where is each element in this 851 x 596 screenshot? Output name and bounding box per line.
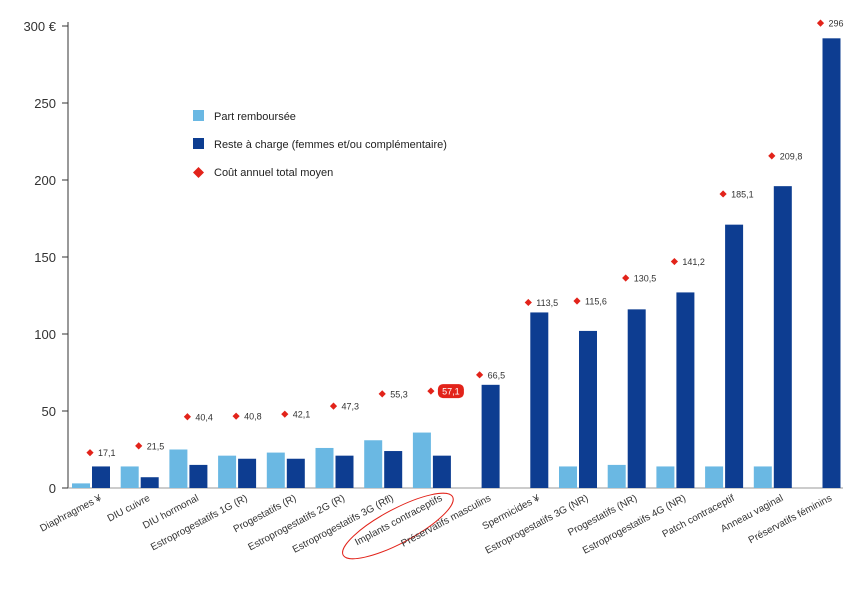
bar-reste-a-charge	[725, 224, 744, 488]
category-highlight-ellipse	[342, 492, 454, 560]
y-tick-label: 50	[42, 404, 56, 419]
total-marker	[135, 442, 143, 450]
total-markers: 17,1 21,5 40,4 40,8 42,1 47,3 55,3 57,1 66,5 113,…	[86, 19, 844, 458]
total-marker	[622, 274, 630, 282]
total-label: 40,8	[244, 412, 262, 422]
total-marker	[232, 412, 240, 420]
total-marker	[573, 297, 581, 305]
bar-part-remboursee	[753, 466, 772, 488]
legend-label-reimbursed: Part remboursée	[214, 111, 296, 123]
bar-part-remboursee	[559, 466, 577, 488]
bar-part-remboursee	[412, 432, 431, 488]
bar-reste-a-charge	[822, 38, 841, 488]
legend-swatch-remaining	[193, 138, 204, 149]
y-tick-label: 100	[34, 327, 56, 342]
total-label: 40,4	[195, 412, 213, 422]
total-label: 42,1	[293, 410, 311, 420]
bar-reste-a-charge	[384, 451, 403, 488]
total-marker	[524, 298, 532, 307]
category-label: Préservatifs masculins	[400, 493, 493, 550]
total-marker	[816, 19, 825, 27]
legend-label-total: Coût annuel total moyen	[214, 167, 333, 179]
total-marker	[329, 402, 338, 410]
category-label: Diaphragmes ¥	[38, 493, 103, 535]
total-label: 57,1	[442, 387, 460, 397]
bar-part-remboursee	[705, 466, 724, 488]
total-label: 17,1	[98, 448, 116, 458]
total-label: 47,3	[342, 402, 360, 412]
y-tick-label: 0	[49, 481, 56, 496]
bar-reste-a-charge	[530, 312, 549, 488]
total-marker	[476, 371, 484, 379]
legend-label-remaining: Reste à charge (femmes et/ou complémenta…	[214, 139, 447, 151]
total-marker	[768, 152, 776, 160]
total-label: 141,2	[682, 257, 705, 267]
y-tick-label: 250	[34, 96, 56, 111]
total-label: 296	[829, 19, 844, 29]
total-label: 130,5	[634, 274, 657, 284]
bar-reste-a-charge	[286, 458, 305, 488]
bar-reste-a-charge	[627, 309, 646, 488]
bar-reste-a-charge	[140, 477, 159, 488]
y-tick-label: 200	[34, 173, 56, 188]
legend: Part remboursée Reste à charge (femmes e…	[193, 110, 447, 179]
bar-part-remboursee	[218, 455, 237, 488]
bars	[72, 38, 841, 488]
bar-part-remboursee	[607, 464, 626, 488]
bar-reste-a-charge	[481, 384, 500, 488]
total-label: 113,5	[536, 298, 558, 308]
total-highlight-badge	[437, 384, 464, 399]
total-marker	[670, 257, 678, 266]
total-marker	[378, 390, 386, 398]
bar-part-remboursee	[364, 440, 383, 488]
bar-part-remboursee	[315, 447, 334, 488]
total-label: 55,3	[390, 389, 408, 399]
total-label: 66,5	[488, 370, 506, 380]
y-tick-label: 150	[34, 250, 56, 265]
legend-swatch-reimbursed	[193, 110, 204, 121]
bar-reste-a-charge	[238, 458, 257, 488]
total-marker	[719, 190, 727, 198]
bar-part-remboursee	[169, 449, 188, 488]
y-axis: 0 50 100 150 200 250 300 €	[23, 19, 843, 496]
total-label: 185,1	[731, 189, 754, 199]
total-marker	[427, 387, 435, 395]
total-marker	[86, 449, 94, 457]
bar-reste-a-charge	[579, 330, 597, 488]
total-label: 209,8	[780, 151, 803, 161]
bar-part-remboursee	[656, 466, 675, 488]
bar-part-remboursee	[266, 452, 285, 488]
total-marker	[281, 410, 289, 418]
bar-part-remboursee	[72, 483, 90, 488]
total-marker	[183, 413, 191, 421]
bar-reste-a-charge	[432, 455, 451, 488]
total-label: 115,6	[585, 296, 607, 306]
bar-reste-a-charge	[773, 186, 792, 488]
y-tick-label: 300 €	[23, 19, 56, 34]
category-label: Préservatifs féminins	[747, 493, 834, 546]
bar-reste-a-charge	[189, 464, 208, 488]
bar-part-remboursee	[120, 466, 139, 488]
bar-reste-a-charge	[335, 455, 354, 488]
legend-marker-total-icon	[193, 167, 204, 178]
total-label: 21,5	[147, 441, 165, 451]
bar-reste-a-charge	[92, 466, 110, 488]
bar-reste-a-charge	[676, 292, 695, 488]
